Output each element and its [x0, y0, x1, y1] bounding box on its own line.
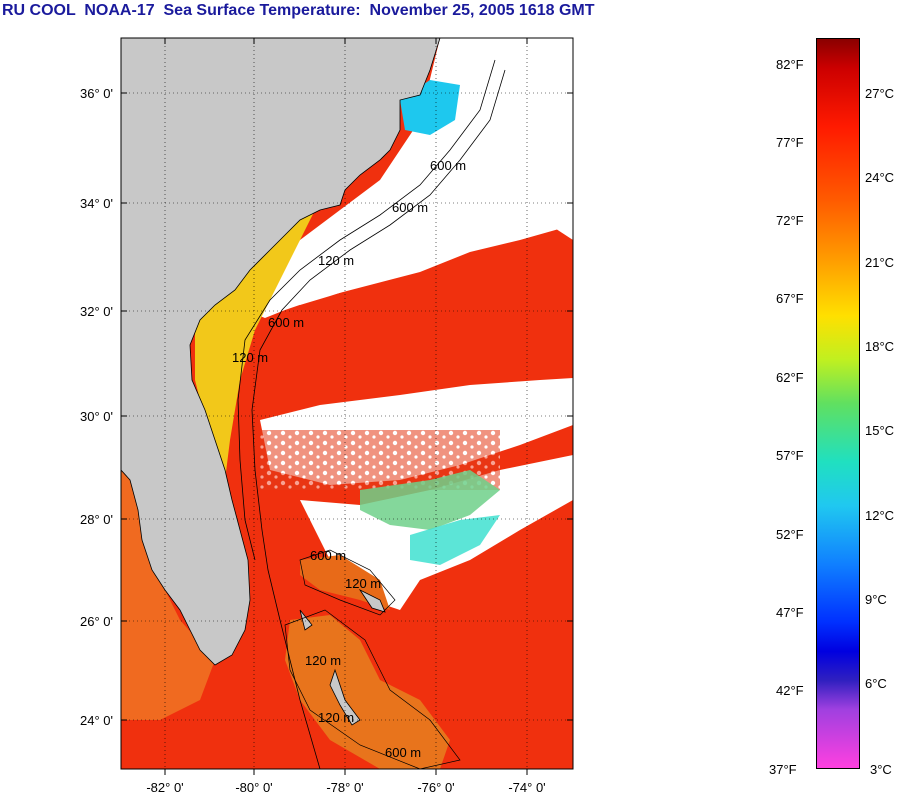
colorbar-c-label: 24°C	[865, 170, 895, 185]
colorbar-f-label: 57°F	[776, 448, 804, 463]
colorbar-f-label: 37°F	[769, 762, 797, 777]
contour-120m	[237, 59, 496, 561]
colorbar-c-label: 27°C	[865, 86, 895, 101]
land-bahamas	[299, 588, 386, 726]
colorbar-c-label: 6°C	[865, 676, 887, 691]
contour-label: 600 m	[385, 745, 421, 760]
lat-label: 32° 0'	[80, 304, 113, 319]
colorbar-f-label: 52°F	[776, 527, 804, 542]
contour-label: 600 m	[392, 200, 428, 215]
shelf-water	[195, 200, 320, 480]
map-frame	[120, 37, 574, 770]
contour-label: 120 m	[305, 653, 341, 668]
lat-label: 30° 0'	[80, 409, 113, 424]
colorbar-c-label: 3°C	[870, 762, 892, 777]
colorbar-c-label: 12°C	[865, 508, 895, 523]
contour-label: 120 m	[318, 710, 354, 725]
colorbar-f-label: 47°F	[776, 605, 804, 620]
map-title: RU COOL NOAA-17 Sea Surface Temperature:…	[2, 2, 595, 19]
colorbar-c-label: 18°C	[865, 339, 895, 354]
lat-label: 36° 0'	[80, 86, 113, 101]
contour-label: 600 m	[430, 158, 466, 173]
contour-label: 120 m	[318, 253, 354, 268]
cool-water-patch	[360, 470, 500, 530]
colorbar-f-label: 42°F	[776, 683, 804, 698]
contour-label: 120 m	[345, 576, 381, 591]
colorbar-c-label: 9°C	[865, 592, 887, 607]
contour-bahamas	[284, 549, 461, 769]
lon-label: -80° 0'	[235, 780, 272, 795]
lat-label: 34° 0'	[80, 196, 113, 211]
colorbar-c-label: 21°C	[865, 255, 895, 270]
colorbar-c-label: 15°C	[865, 423, 895, 438]
bahama-bank-south	[285, 615, 450, 769]
colorbar-f-label: 67°F	[776, 291, 804, 306]
contour-label: 600 m	[268, 315, 304, 330]
temperature-colorbar	[816, 38, 860, 769]
lon-label: -78° 0'	[326, 780, 363, 795]
colorbar-f-label: 62°F	[776, 370, 804, 385]
graticule	[121, 38, 573, 769]
colorbar-f-label: 77°F	[776, 135, 804, 150]
contour-label: 600 m	[310, 548, 346, 563]
contour-600m	[251, 69, 506, 769]
lat-label: 26° 0'	[80, 614, 113, 629]
lon-label: -74° 0'	[508, 780, 545, 795]
cool-water-patch-cyan	[410, 515, 500, 565]
lat-label: 28° 0'	[80, 512, 113, 527]
lon-label: -76° 0'	[417, 780, 454, 795]
lon-label: -82° 0'	[146, 780, 183, 795]
land-us-southeast	[121, 38, 441, 666]
tick-marks	[121, 38, 573, 775]
colorbar-f-label: 82°F	[776, 57, 804, 72]
contour-label: 120 m	[232, 350, 268, 365]
colorbar-f-label: 72°F	[776, 213, 804, 228]
lat-label: 24° 0'	[80, 713, 113, 728]
